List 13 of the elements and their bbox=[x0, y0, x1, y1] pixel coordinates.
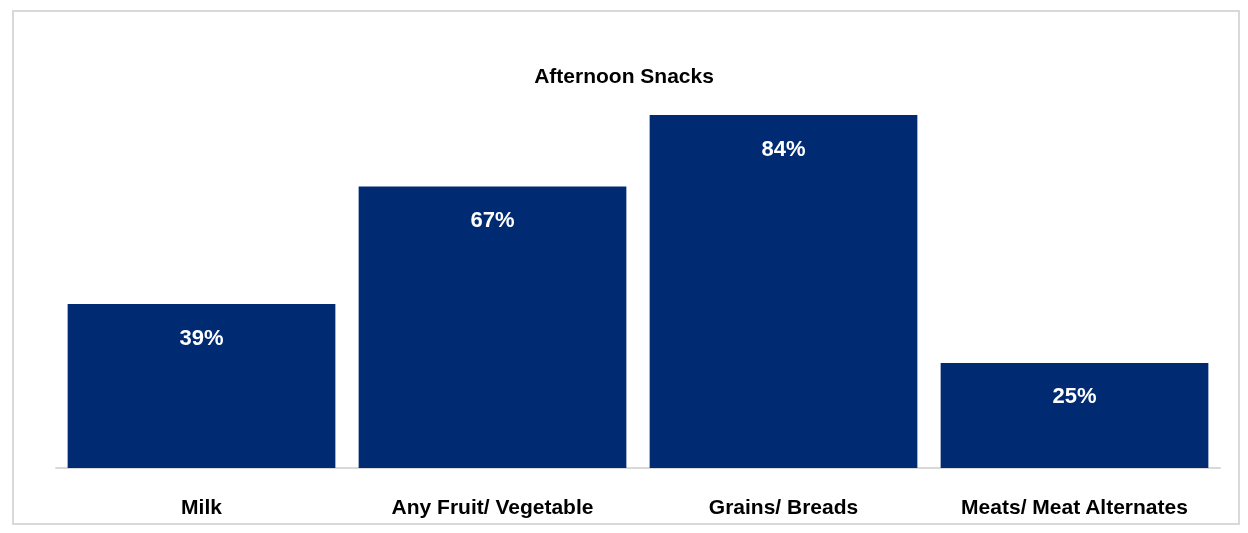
data-label: 67% bbox=[470, 206, 515, 232]
chart-title: Afternoon Snacks bbox=[534, 64, 714, 87]
data-label: 84% bbox=[761, 135, 806, 161]
x-tick-label: Grains/ Breads bbox=[708, 495, 859, 518]
bar bbox=[649, 115, 918, 468]
x-tick-label: Milk bbox=[181, 495, 223, 518]
bar bbox=[940, 362, 1209, 468]
x-tick-label: Any Fruit/ Vegetable bbox=[391, 495, 594, 518]
data-label: 25% bbox=[1052, 383, 1097, 409]
data-label: 39% bbox=[179, 324, 224, 350]
bar bbox=[358, 186, 627, 468]
bar bbox=[67, 304, 336, 468]
x-tick-label: Meats/ Meat Alternates bbox=[961, 495, 1188, 518]
